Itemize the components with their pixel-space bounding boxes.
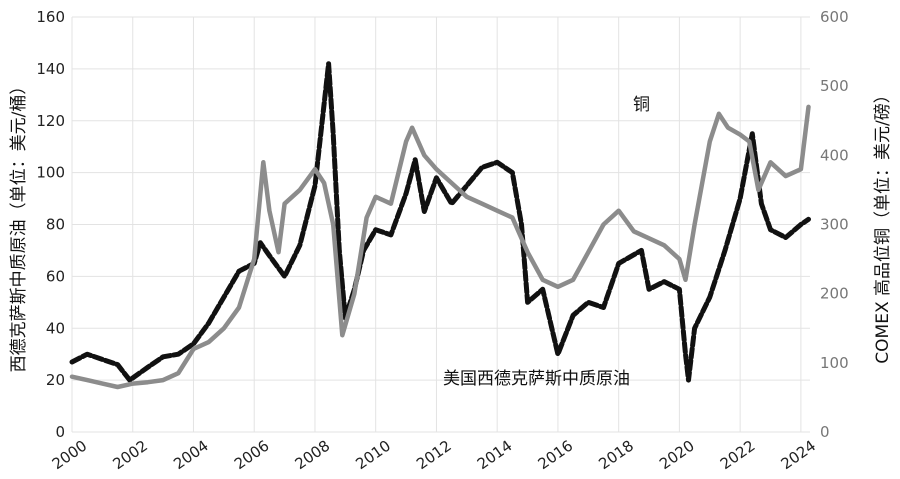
y-right-tick-label: 200: [820, 285, 849, 303]
y-axis-right-label: COMEX 高品位铜（单位：美元/磅）: [873, 86, 893, 363]
y-left-tick-label: 120: [36, 112, 65, 130]
y-right-tick-label: 600: [820, 8, 849, 26]
x-axis-ticks: 2000 2002 2004 2006 2008 2010 2012 2014 2016 2018…: [49, 437, 819, 474]
y-right-tick-label: 300: [820, 216, 849, 234]
series-lines: [69, 61, 811, 390]
left-axis-ticks: 0 20 40 60 80 100 120 140 160: [36, 8, 65, 441]
copper-series-label: 铜: [633, 95, 650, 115]
y-left-tick-label: 60: [46, 267, 65, 285]
copper-series-line: [69, 104, 811, 390]
x-tick-label: 2006: [231, 437, 273, 474]
wti-series-label: 美国西德克萨斯中质原油: [443, 369, 630, 389]
x-tick-label: 2008: [292, 437, 334, 474]
x-tick-label: 2024: [778, 437, 820, 474]
y-left-tick-label: 80: [46, 216, 65, 234]
x-tick-label: 2002: [109, 437, 151, 474]
y-right-tick-label: 0: [820, 423, 830, 441]
right-axis-ticks: 0 100 200 300 400 500 600: [820, 8, 849, 441]
x-tick-label: 2012: [413, 437, 455, 474]
y-left-tick-label: 0: [55, 423, 65, 441]
y-right-tick-label: 500: [820, 77, 849, 95]
x-tick-label: 2000: [49, 437, 91, 474]
y-left-tick-label: 160: [36, 8, 65, 26]
x-tick-label: 2010: [352, 437, 394, 474]
y-left-tick-label: 140: [36, 60, 65, 78]
x-tick-label: 2016: [535, 437, 577, 474]
y-left-tick-label: 40: [46, 319, 65, 337]
x-tick-label: 2022: [717, 437, 759, 474]
y-left-tick-label: 20: [46, 371, 65, 389]
x-tick-label: 2018: [595, 437, 637, 474]
wti-series-line: [69, 61, 811, 383]
y-right-tick-label: 400: [820, 146, 849, 164]
y-right-tick-label: 100: [820, 354, 849, 372]
x-tick-label: 2020: [656, 437, 698, 474]
x-tick-label: 2004: [170, 437, 212, 474]
y-left-tick-label: 100: [36, 164, 65, 182]
y-axis-left-label: 西德克萨斯中质原油（单位：美元/桶）: [9, 78, 29, 373]
x-tick-label: 2014: [474, 437, 516, 474]
